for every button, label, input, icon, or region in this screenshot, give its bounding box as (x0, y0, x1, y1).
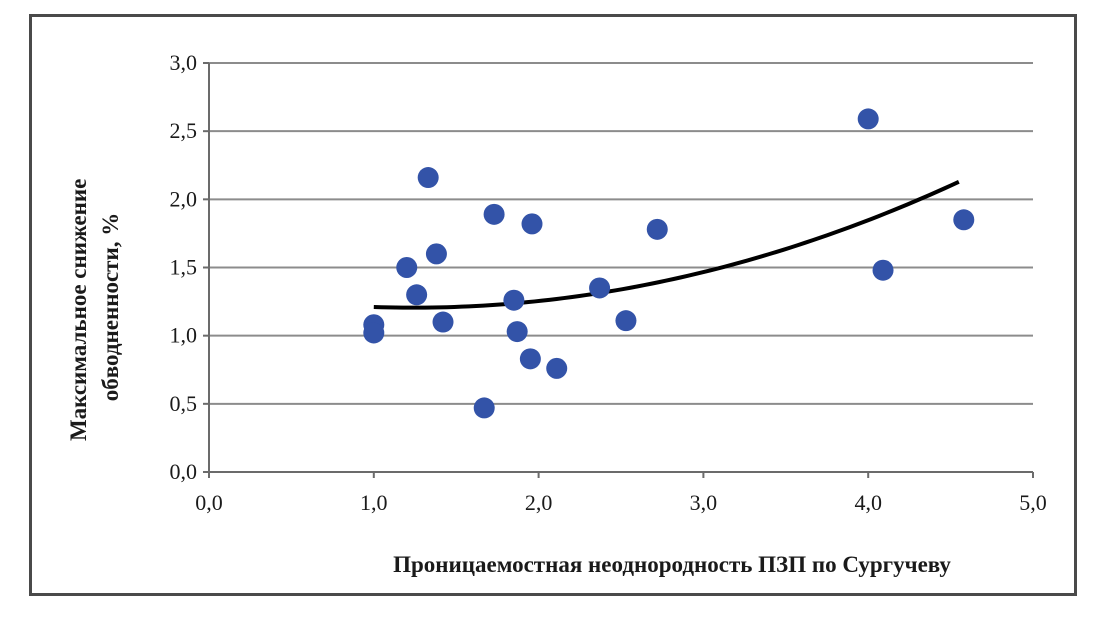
data-point (589, 277, 611, 299)
y-tick-label: 3,0 (170, 50, 198, 75)
x-tick-label: 2,0 (525, 490, 553, 515)
data-point (872, 259, 894, 281)
data-point (425, 243, 447, 265)
data-point (646, 218, 668, 240)
x-tick-label: 0,0 (195, 490, 223, 515)
axes (203, 62, 1034, 478)
data-point (615, 310, 637, 332)
y-tick-label: 2,5 (170, 118, 198, 143)
data-point (953, 209, 975, 231)
data-point (546, 357, 568, 379)
gridlines (209, 62, 1033, 405)
y-axis-title-line-1: Максимальное снижение (66, 179, 91, 441)
chart-frame: 0,0 0,5 1,0 1,5 2,0 2,5 3,0 0,0 1,0 2,0 3,0 4,0 5,0 … (29, 14, 1077, 596)
data-point (432, 311, 454, 333)
data-point (521, 213, 543, 235)
data-point (506, 321, 528, 343)
y-tick-label: 0,5 (170, 391, 198, 416)
data-point (519, 348, 541, 370)
data-point (857, 108, 879, 130)
data-point (396, 257, 418, 278)
scatter-chart: 0,00,51,01,52,02,53,00,0 1,0 2,0 3,0 4,0 5,0 … (66, 50, 1047, 577)
tick-labels: 0,0 0,5 1,0 1,5 2,0 2,5 3,0 0,0 1,0 2,0 3,0 4,0 5,0 (170, 50, 1047, 515)
x-tick-label: 5,0 (1019, 490, 1047, 515)
data-point (417, 167, 439, 189)
data-point (483, 203, 505, 225)
x-tick-label: 1,0 (360, 490, 388, 515)
y-tick-label: 1,0 (170, 323, 198, 348)
x-tick-label: 3,0 (690, 490, 718, 515)
y-tick-label: 0,0 (170, 459, 198, 484)
y-axis-title-line-2: обводненности, % (98, 213, 123, 401)
data-point (473, 397, 495, 419)
x-axis-title: Проницаемостная неоднородность ПЗП по Су… (393, 552, 951, 577)
data-point (363, 322, 385, 344)
x-tick-label: 4,0 (854, 490, 882, 515)
y-axis-title: Максимальное снижение обводненности, % (66, 173, 123, 441)
y-tick-label: 2,0 (170, 186, 198, 211)
data-point (406, 284, 428, 306)
trendline-group (373, 180, 960, 310)
data-point (503, 289, 525, 311)
y-tick-label: 1,5 (170, 255, 198, 280)
data-points (363, 108, 975, 419)
trendline (373, 180, 960, 310)
